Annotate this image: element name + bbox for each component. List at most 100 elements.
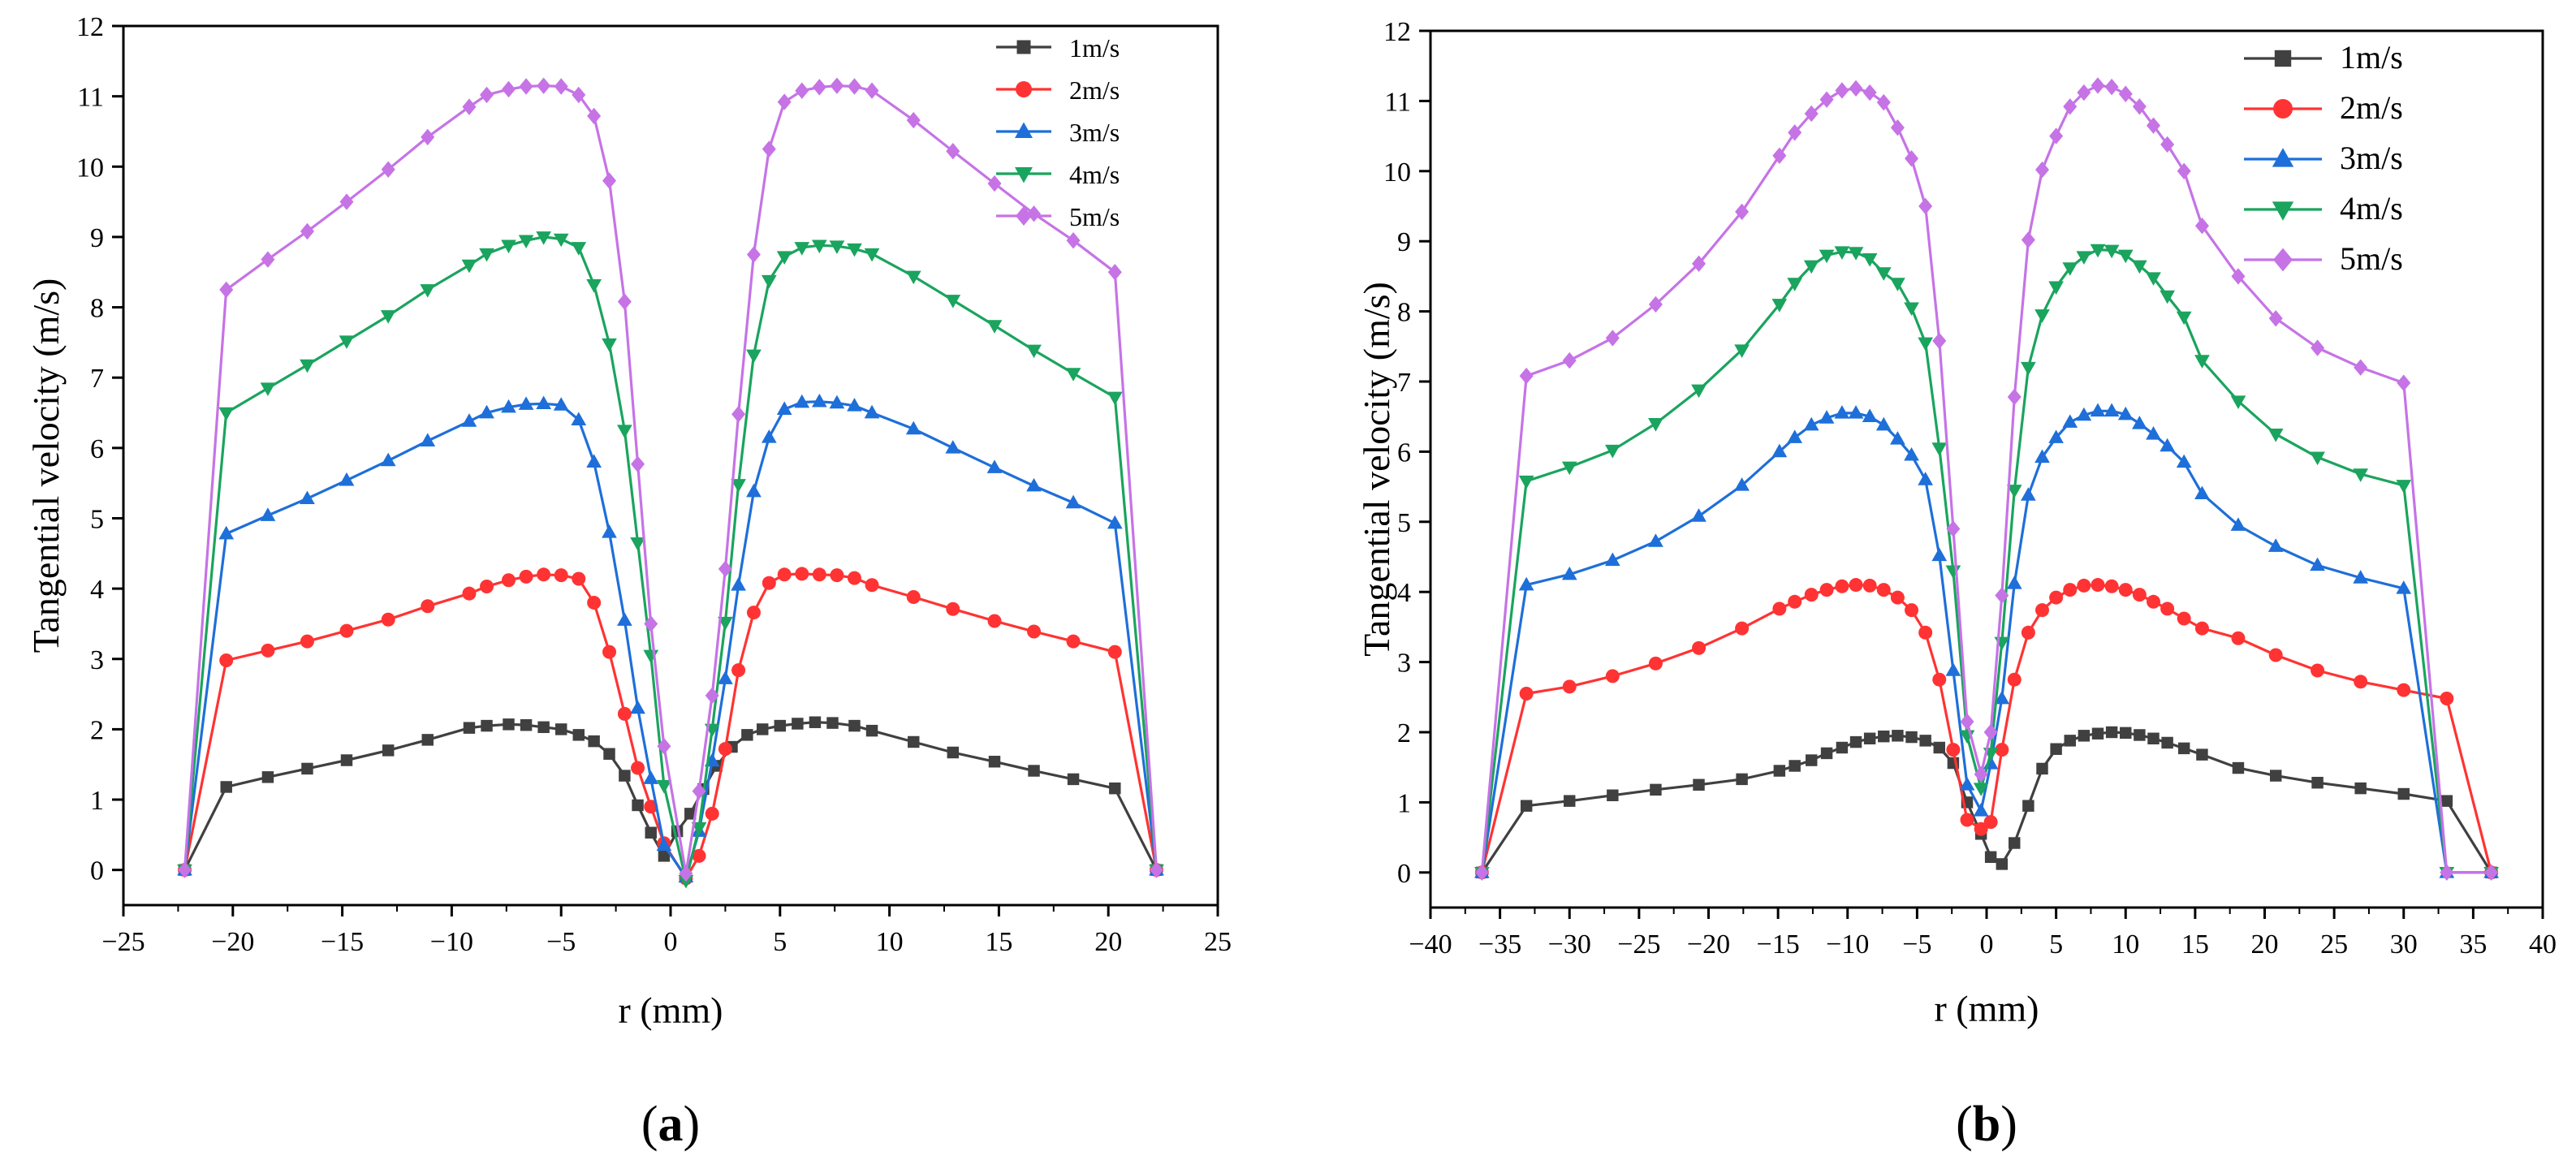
data-point <box>847 78 861 95</box>
data-point <box>1945 662 1961 676</box>
y-tick-label: 3 <box>1397 649 1411 679</box>
data-point <box>1960 713 1974 731</box>
legend-label: 2m/s <box>1069 75 1120 105</box>
data-point <box>1804 588 1819 602</box>
chart-panel-a: −25 −20 −15 −10 −5 0 5 10 15 20 250123456789101112… <box>25 12 1232 1152</box>
data-point <box>656 779 672 794</box>
legend-label: 2m/s <box>2340 89 2403 126</box>
data-point <box>2146 426 2161 440</box>
data-point <box>382 744 395 757</box>
data-point <box>2269 770 2282 782</box>
data-point <box>2484 864 2499 881</box>
data-point <box>2091 578 2105 593</box>
data-point <box>2161 736 2173 749</box>
data-point <box>644 800 658 814</box>
data-point <box>2120 727 2132 740</box>
data-point <box>945 295 961 308</box>
data-point <box>2063 98 2078 115</box>
x-tick-label: −5 <box>546 927 576 957</box>
y-tick-label: 10 <box>1383 157 1411 188</box>
legend-label: 5m/s <box>2340 240 2403 277</box>
data-point <box>2006 576 2022 589</box>
data-point <box>2440 864 2454 881</box>
data-point <box>1065 368 1081 382</box>
data-point <box>2104 244 2120 259</box>
data-point <box>2147 732 2160 745</box>
data-point <box>480 86 494 104</box>
legend-marker <box>2273 248 2293 272</box>
y-tick-label: 0 <box>1397 859 1411 889</box>
data-point <box>1918 337 1933 351</box>
data-point <box>1648 418 1663 432</box>
data-point <box>1691 508 1707 522</box>
data-point <box>339 472 355 486</box>
data-point <box>692 783 706 800</box>
x-tick-label: 20 <box>1094 927 1122 957</box>
data-point <box>794 394 810 408</box>
data-point <box>1820 747 1833 760</box>
data-point <box>718 616 733 631</box>
data-point <box>1932 672 1947 687</box>
legend: 1m/s 2m/s 3m/s 4m/s 5m/s <box>2244 39 2403 277</box>
data-point <box>2230 517 2246 531</box>
x-tick-label: 10 <box>2112 929 2139 959</box>
data-point <box>1995 743 2009 757</box>
data-point <box>554 723 567 735</box>
data-point <box>1974 765 1988 783</box>
data-point <box>2311 663 2325 678</box>
data-point <box>865 724 878 737</box>
data-point <box>1109 782 1121 795</box>
data-point <box>2194 621 2209 636</box>
data-point <box>1890 278 1905 291</box>
data-point <box>1892 730 1904 742</box>
data-point <box>2231 268 2246 285</box>
data-point <box>2104 403 2120 417</box>
data-point <box>536 395 551 410</box>
data-point <box>731 406 746 423</box>
data-point <box>519 569 533 584</box>
data-point <box>602 524 617 538</box>
data-point <box>1027 624 1042 639</box>
data-point <box>2090 244 2106 258</box>
data-point <box>731 663 746 678</box>
data-point <box>811 393 827 408</box>
data-point <box>554 78 568 95</box>
data-point <box>865 82 879 99</box>
data-point <box>658 850 671 862</box>
data-point <box>908 735 920 748</box>
data-point <box>1918 625 1933 640</box>
data-point <box>2076 251 2092 265</box>
data-point <box>777 93 792 110</box>
data-point <box>2353 570 2369 584</box>
data-point <box>1931 547 1948 562</box>
data-point <box>1834 405 1850 419</box>
data-point <box>795 82 809 99</box>
data-point <box>905 270 921 285</box>
data-point <box>2077 84 2091 101</box>
x-tick-label: 40 <box>2529 929 2557 959</box>
data-point <box>1848 405 1864 419</box>
data-point <box>812 79 826 96</box>
x-axis-title: r (mm) <box>1934 988 2039 1029</box>
data-point <box>847 398 862 412</box>
data-point <box>520 718 533 731</box>
x-tick-label: −10 <box>1826 929 1869 959</box>
data-point <box>603 748 615 760</box>
data-point <box>1693 778 1705 791</box>
data-point <box>2117 406 2134 420</box>
data-point <box>746 483 762 498</box>
data-point <box>2160 290 2175 304</box>
data-point <box>741 729 753 741</box>
data-point <box>1107 515 1123 529</box>
data-point <box>617 293 632 310</box>
y-tick-label: 1 <box>1397 788 1411 818</box>
data-point <box>518 396 534 410</box>
x-tick-label: 25 <box>2320 929 2348 959</box>
data-point <box>2232 761 2245 774</box>
data-point <box>2194 485 2210 500</box>
data-point <box>1788 124 1802 141</box>
data-point <box>731 577 746 591</box>
panel-label: (b) <box>1956 1097 2017 1152</box>
data-point <box>2311 776 2324 789</box>
data-point <box>554 568 568 583</box>
